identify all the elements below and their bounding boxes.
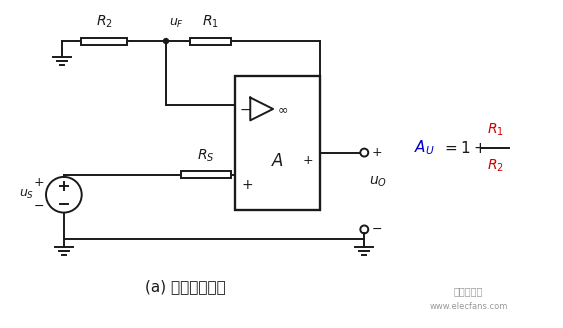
Bar (235, 76, 320, 210)
Text: $A_U$: $A_U$ (414, 139, 435, 157)
Circle shape (163, 39, 168, 44)
Text: −: − (239, 102, 251, 116)
Text: +: + (371, 146, 382, 159)
Text: $u_S$: $u_S$ (19, 188, 34, 201)
Text: A: A (272, 152, 283, 170)
Bar (81, 38, 127, 45)
Text: −: − (371, 223, 382, 236)
Text: $R_S$: $R_S$ (197, 148, 215, 164)
Text: (a) 同相比例放大: (a) 同相比例放大 (145, 279, 226, 295)
Text: +: + (242, 178, 253, 192)
Text: $R_1$: $R_1$ (487, 122, 504, 138)
Text: $\infty$: $\infty$ (277, 103, 288, 116)
Text: $R_1$: $R_1$ (202, 14, 219, 30)
Text: $R_2$: $R_2$ (487, 158, 504, 174)
Text: 电子发烧网: 电子发烧网 (454, 286, 483, 296)
Bar (190, 38, 231, 45)
Text: $R_2$: $R_2$ (96, 14, 113, 30)
Text: +: + (34, 176, 44, 189)
Text: $u_F$: $u_F$ (169, 17, 184, 30)
Text: www.elecfans.com: www.elecfans.com (429, 302, 508, 311)
Text: +: + (302, 154, 313, 167)
Bar (181, 172, 231, 178)
Text: −: − (34, 200, 44, 213)
Text: $u_O$: $u_O$ (369, 174, 387, 189)
Text: $= 1 +$: $= 1 +$ (441, 140, 486, 156)
